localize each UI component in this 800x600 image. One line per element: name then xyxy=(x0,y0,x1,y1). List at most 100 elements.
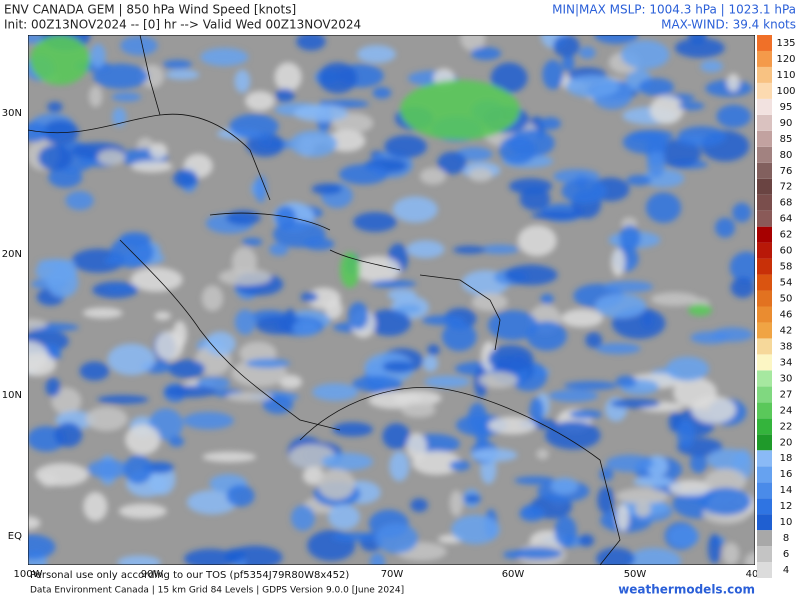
colorbar-label: 62 xyxy=(780,230,793,241)
lat-label: EQ xyxy=(8,531,22,542)
wind-patch xyxy=(674,37,725,58)
wind-patch xyxy=(200,47,249,67)
wind-patch xyxy=(716,104,752,128)
colorbar-cell xyxy=(757,130,772,147)
colorbar-cell xyxy=(757,258,772,275)
wind-patch xyxy=(744,552,755,565)
wind-patch xyxy=(28,318,47,330)
colorbar-cell xyxy=(757,354,772,371)
wind-patch xyxy=(649,95,684,125)
wind-patch xyxy=(82,307,123,319)
wind-patch xyxy=(226,391,273,402)
wind-patch xyxy=(517,225,557,257)
wind-patch xyxy=(449,460,471,471)
colorbar: 4681012141618202224273034384246505458606… xyxy=(757,35,796,578)
wind-patch xyxy=(290,130,338,157)
wind-patch xyxy=(714,217,736,238)
wind-patch xyxy=(117,555,161,565)
wind-patch xyxy=(732,202,752,223)
wind-patch xyxy=(389,451,410,482)
wind-patch xyxy=(553,35,580,58)
lat-label: 30N xyxy=(2,108,22,119)
colorbar-label: 110 xyxy=(776,70,795,81)
colorbar-cell xyxy=(757,306,772,323)
wind-patch xyxy=(427,344,440,356)
site-link[interactable]: weathermodels.com xyxy=(618,583,755,597)
colorbar-cell xyxy=(757,178,772,195)
wind-patch xyxy=(28,534,56,560)
wind-patch xyxy=(375,523,419,554)
wind-patch xyxy=(201,285,224,312)
wind-patch xyxy=(667,525,699,548)
wind-patch xyxy=(616,488,669,505)
wind-patch xyxy=(226,210,261,226)
wind-patch xyxy=(531,211,581,220)
wind-patch xyxy=(65,190,94,211)
colorbar-cell xyxy=(757,50,772,67)
wind-patch xyxy=(514,476,556,485)
wind-patch xyxy=(353,212,397,232)
wind-patch xyxy=(700,487,752,516)
colorbar-cell xyxy=(757,370,772,387)
wind-patch xyxy=(688,304,712,316)
colorbar-cell xyxy=(757,242,772,259)
colorbar-label: 20 xyxy=(780,437,793,448)
wind-patch xyxy=(254,175,267,203)
data-source: Data Environment Canada | 15 km Grid 84 … xyxy=(30,586,404,596)
wind-patch xyxy=(627,547,682,565)
colorbar-cell xyxy=(757,322,772,339)
lon-label: 100W xyxy=(14,569,43,580)
wind-patch xyxy=(529,397,544,425)
wind-patch xyxy=(393,390,442,407)
wind-patch xyxy=(139,64,164,89)
wind-patch xyxy=(548,389,599,402)
wind-patch xyxy=(411,450,462,475)
map xyxy=(28,35,755,565)
wind-patch xyxy=(367,309,411,337)
colorbar-label: 8 xyxy=(783,533,789,544)
wind-patch xyxy=(369,552,386,565)
wind-patch xyxy=(722,542,740,565)
wind-patch xyxy=(396,304,421,314)
wind-patch xyxy=(470,448,518,462)
wind-patch xyxy=(325,299,343,320)
wind-patch xyxy=(202,451,257,463)
wind-patch xyxy=(234,309,256,335)
lat-label: 10N xyxy=(2,390,22,401)
wind-patch xyxy=(205,331,236,356)
wind-patch xyxy=(300,292,318,302)
colorbar-label: 14 xyxy=(780,485,793,496)
wind-patch xyxy=(594,35,639,44)
wind-patch xyxy=(569,409,603,419)
wind-patch xyxy=(112,107,127,127)
colorbar-label: 16 xyxy=(780,469,793,480)
colorbar-cell xyxy=(757,450,772,467)
wind-patch xyxy=(704,468,747,493)
wind-patch xyxy=(508,129,555,157)
wind-patch xyxy=(87,459,130,479)
colorbar-label: 46 xyxy=(780,309,793,320)
wind-patch xyxy=(595,343,641,355)
wind-patch xyxy=(545,421,601,450)
wind-patch xyxy=(561,309,604,328)
wind-patch xyxy=(615,375,637,388)
wind-patch xyxy=(123,454,153,484)
coastlines xyxy=(28,35,621,565)
colorbar-cell xyxy=(757,434,772,451)
wind-patch xyxy=(234,69,251,93)
colorbar-label: 12 xyxy=(780,501,793,512)
init-time: Init: 00Z13NOV2024 -- [0] hr --> Valid W… xyxy=(4,18,361,32)
wind-patch xyxy=(620,40,670,70)
colorbar-cell xyxy=(757,82,772,99)
wind-patch xyxy=(245,91,275,111)
wind-patch xyxy=(437,151,467,175)
wind-patch xyxy=(622,130,669,154)
wind-patch xyxy=(28,122,49,143)
wind-patch xyxy=(321,452,374,471)
wind-patch xyxy=(51,387,82,415)
wind-patch xyxy=(449,490,463,517)
wind-patch xyxy=(48,166,83,188)
wind-patch xyxy=(382,423,411,450)
wind-patch xyxy=(245,358,291,369)
wind-patch xyxy=(107,343,155,376)
